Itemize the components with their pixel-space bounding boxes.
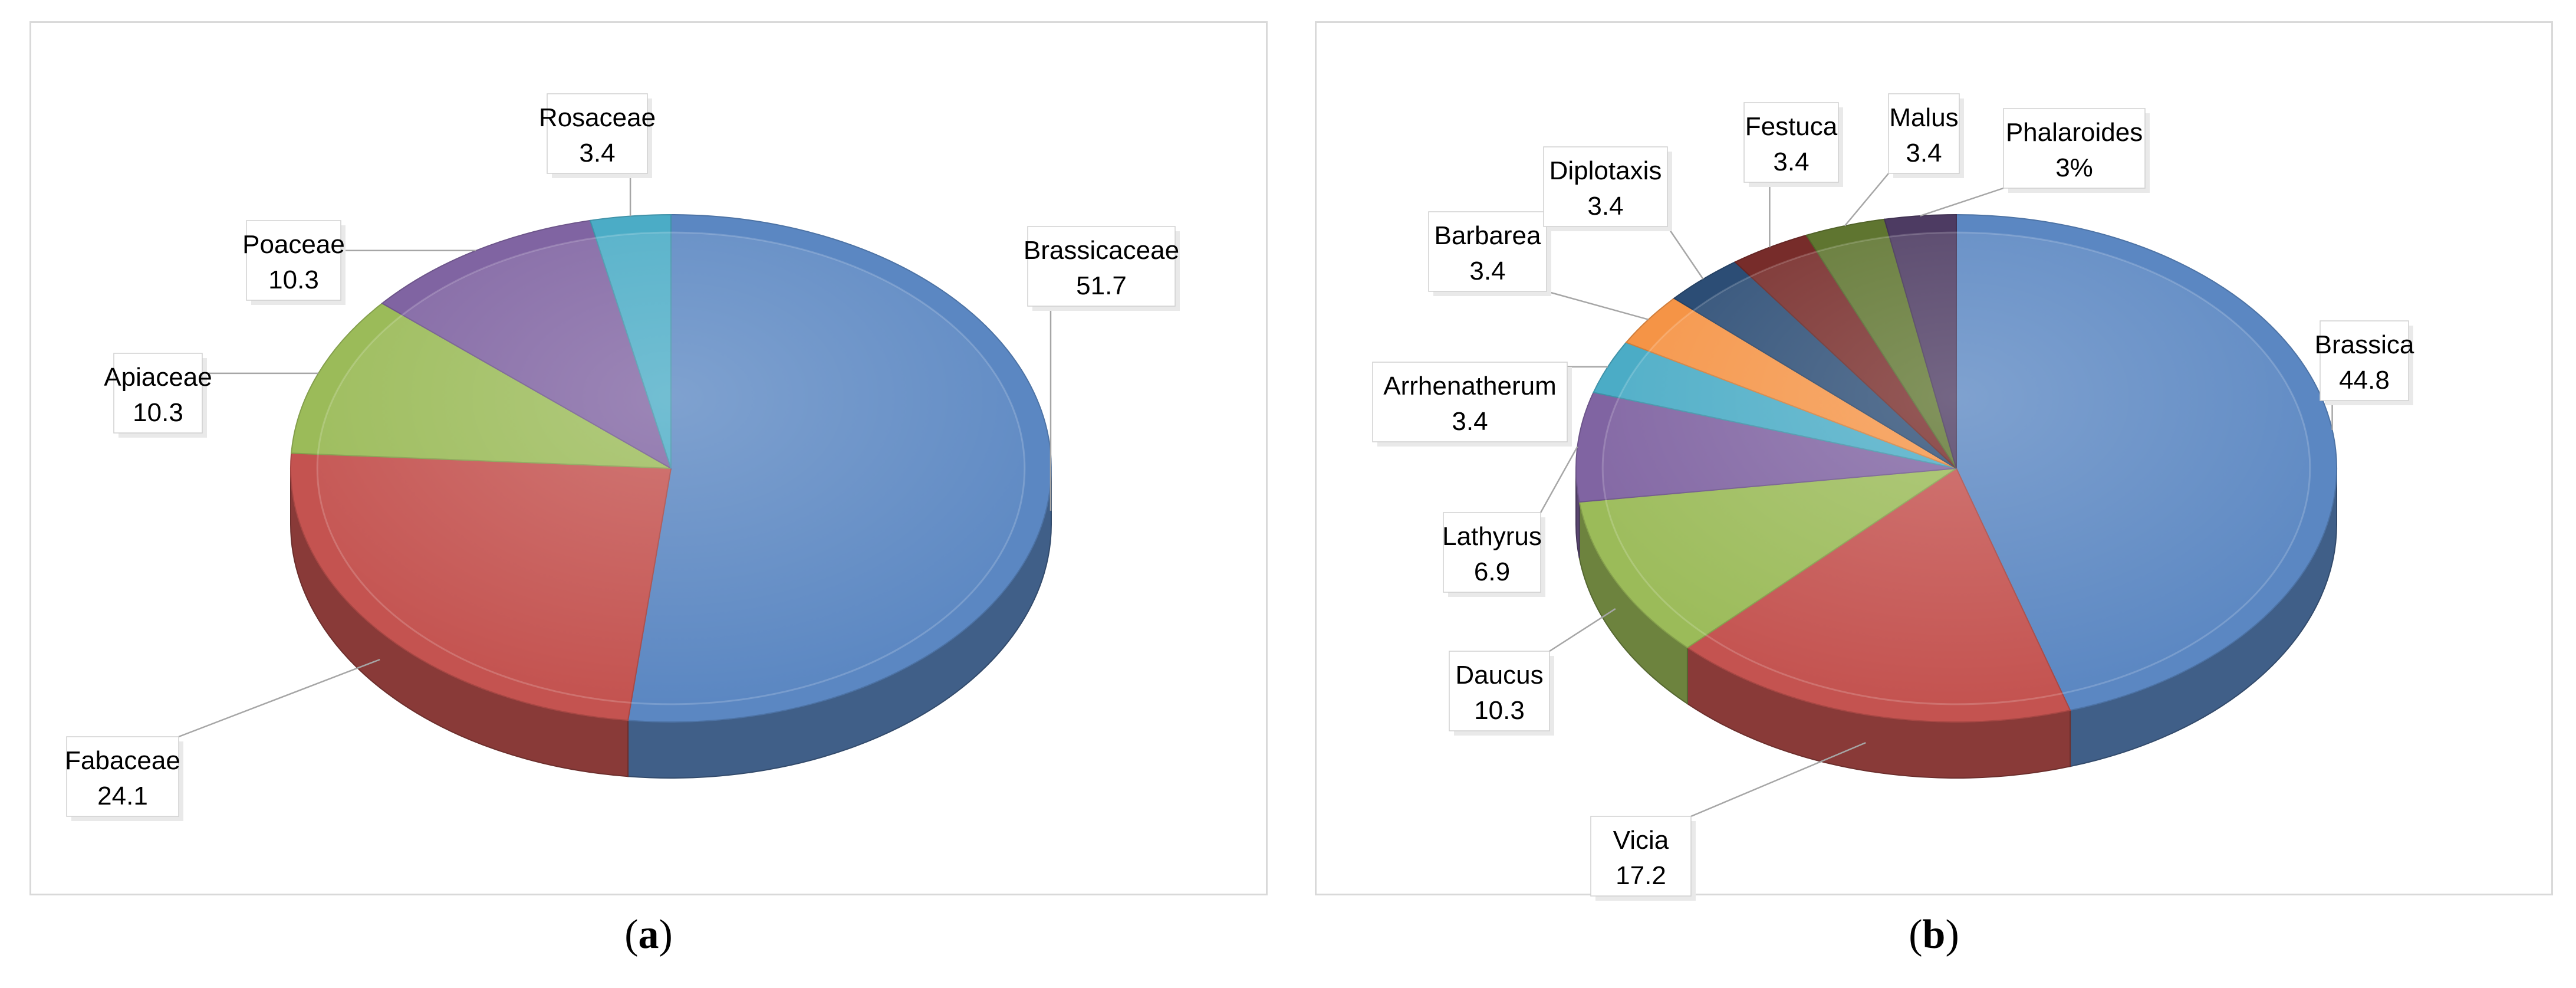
pie-chart-b: Brassica 44.8 Vicia 17.2 Daucus 10.3 Lathyrus 6…	[1372, 93, 2414, 901]
value-label: 17.2	[1616, 861, 1666, 890]
label-box-daucus	[1449, 651, 1550, 731]
category-label: Fabaceae	[65, 746, 180, 775]
value-label: 3.4	[1452, 407, 1488, 436]
category-label: Diplotaxis	[1549, 156, 1662, 185]
leader-line-fabaceae	[178, 658, 380, 738]
data-labels: Brassicaceae 51.7 Fabaceae 24.1 Apiaceae 10.3…	[65, 93, 1180, 821]
value-label: 3%	[2055, 153, 2093, 182]
chart-panel-a: Brassicaceae 51.7 Fabaceae 24.1 Apiaceae 10.3…	[29, 21, 1268, 895]
category-label: Rosaceae	[539, 103, 656, 132]
category-label: Daucus	[1455, 661, 1543, 690]
label-box-rosaceae	[547, 93, 648, 174]
leader-line-barbarea	[1546, 290, 1649, 320]
label-box-poaceae	[246, 220, 341, 301]
label-box-fabaceae	[66, 736, 179, 817]
category-label: Lathyrus	[1442, 522, 1542, 551]
category-label: Malus	[1889, 103, 1958, 132]
category-label: Apiaceae	[104, 363, 212, 392]
leader-line-vicia	[1690, 741, 1866, 818]
label-box-brassicaceae	[1027, 226, 1176, 307]
value-label: 44.8	[2339, 366, 2390, 395]
value-label: 10.3	[268, 265, 319, 294]
value-label: 3.4	[1587, 192, 1623, 221]
value-label: 6.9	[1474, 557, 1510, 586]
category-label: Brassicaceae	[1024, 236, 1179, 265]
label-box-phalaroides	[2003, 108, 2146, 189]
label-box-arrhenatherum	[1372, 362, 1568, 442]
data-labels: Brassica 44.8 Vicia 17.2 Daucus 10.3 Lathyrus 6…	[1372, 93, 2414, 901]
category-label: Brassica	[2315, 330, 2414, 359]
leader-line-phalaroides	[1920, 187, 2004, 217]
label-box-brassica	[2320, 320, 2409, 401]
pie-bevel	[1601, 231, 2311, 705]
value-label: 3.4	[1773, 147, 1809, 176]
label-box-malus	[1888, 93, 1960, 174]
label-box-lathyrus	[1443, 512, 1541, 593]
value-label: 3.4	[1469, 257, 1505, 285]
label-box-apiaceae	[113, 353, 203, 434]
category-label: Poaceae	[242, 230, 345, 259]
pie-chart-a: Brassicaceae 51.7 Fabaceae 24.1 Apiaceae 10.3…	[65, 93, 1180, 821]
label-box-vicia	[1590, 816, 1692, 897]
category-label: Phalaroides	[2006, 118, 2143, 147]
chart-panel-b: Brassica 44.8 Vicia 17.2 Daucus 10.3 Lathyrus 6…	[1315, 21, 2553, 901]
category-label: Barbarea	[1434, 221, 1541, 250]
label-box-barbarea	[1428, 211, 1547, 292]
value-label: 24.1	[97, 782, 148, 810]
label-box-festuca	[1743, 102, 1839, 183]
label-box-diplotaxis	[1543, 146, 1668, 227]
category-label: Vicia	[1613, 826, 1669, 855]
value-label: 3.4	[1906, 139, 1942, 168]
caption-b: (b)	[1909, 912, 1959, 957]
caption-a: (a)	[624, 912, 673, 957]
value-label: 3.4	[579, 139, 615, 168]
category-label: Festuca	[1745, 112, 1838, 141]
value-label: 10.3	[133, 398, 183, 427]
leader-line-lathyrus	[1539, 446, 1578, 513]
value-label: 51.7	[1076, 271, 1127, 300]
leader-line-malus	[1844, 173, 1889, 227]
leader-line-diplotaxis	[1666, 226, 1704, 280]
category-label: Arrhenatherum	[1383, 372, 1556, 401]
value-label: 10.3	[1474, 696, 1525, 725]
leader-line-daucus	[1549, 608, 1616, 652]
pie-bevel	[316, 231, 1026, 705]
